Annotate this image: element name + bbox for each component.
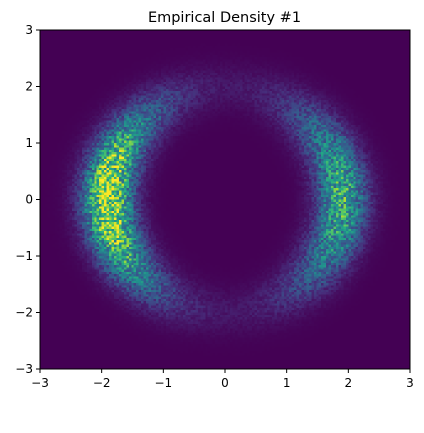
y-tick-label: 3: [25, 23, 33, 37]
x-tick-label: 2: [345, 376, 353, 390]
x-tick-label: −2: [93, 376, 111, 390]
x-axis: −3 −2 −1 0 1 2 3: [31, 369, 414, 390]
heatmap-container: [40, 30, 410, 369]
x-tick-label: −3: [31, 376, 49, 390]
x-tick-label: 3: [406, 376, 414, 390]
heatmap-canvas: [40, 30, 410, 369]
y-axis: −3 −2 −1 0 1 2 3: [15, 23, 40, 376]
y-tick-label: 1: [25, 136, 33, 150]
plot-area: [39, 29, 411, 370]
y-tick-label: −3: [15, 362, 33, 376]
x-tick-label: 0: [221, 376, 229, 390]
x-tick-label: 1: [283, 376, 291, 390]
chart-title: Empirical Density #1: [148, 10, 301, 26]
x-tick-label: −1: [154, 376, 172, 390]
y-tick-label: 2: [25, 80, 33, 94]
y-tick-label: 0: [25, 193, 33, 207]
y-tick-label: −1: [15, 249, 33, 263]
y-tick-label: −2: [15, 306, 33, 320]
